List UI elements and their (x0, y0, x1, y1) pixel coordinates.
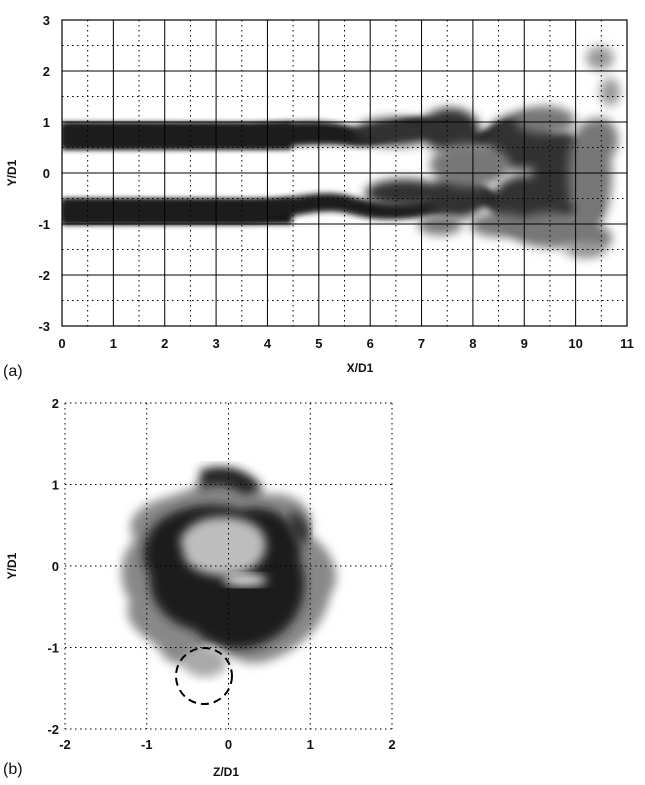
y-tick-label: -1 (38, 217, 50, 232)
x-tick-label: 3 (212, 336, 219, 351)
y-tick-label: 1 (52, 478, 59, 493)
x-tick-label: 9 (521, 336, 528, 351)
panel-a: 0 1 2 3 4 5 6 7 8 9 10 11 -3 -2 -1 0 1 2 3 X/D1 Y/D1 (a) (3, 13, 634, 380)
x-tick-label: 8 (469, 336, 476, 351)
x-tick-label: 10 (568, 336, 582, 351)
panel-b: -2 -1 0 1 2 -2 -1 0 1 2 Z/D1 Y/D1 (b) (3, 396, 396, 779)
x-tick-label: 4 (264, 336, 272, 351)
x-tick-label: 1 (110, 336, 117, 351)
y-tick-label: 0 (52, 559, 59, 574)
y-tick-label: 3 (43, 13, 50, 28)
y-tick-label: -2 (38, 268, 50, 283)
x-tick-label: 1 (307, 737, 314, 752)
y-tick-label: 2 (52, 396, 59, 411)
x-tick-label: 11 (620, 336, 634, 351)
x-tick-label: 0 (225, 737, 232, 752)
panel-b-y-axis-label: Y/D1 (5, 552, 19, 579)
panel-a-x-ticks: 0 1 2 3 4 5 6 7 8 9 10 11 (58, 336, 633, 351)
x-tick-label: 6 (367, 336, 374, 351)
x-tick-label: 5 (315, 336, 322, 351)
panel-b-label: (b) (3, 761, 23, 778)
panel-b-y-ticks: -2 -1 0 1 2 (47, 396, 59, 737)
y-tick-label: -1 (47, 641, 59, 656)
x-tick-label: 2 (388, 737, 395, 752)
panel-a-concentration-field (62, 46, 620, 258)
panel-a-y-axis-label: Y/D1 (5, 159, 19, 186)
x-tick-label: -2 (59, 737, 71, 752)
y-tick-label: 1 (43, 115, 50, 130)
vortex-inner-core (180, 516, 266, 576)
dashed-circle-annotation (174, 647, 233, 706)
x-tick-label: 0 (58, 336, 65, 351)
y-tick-label: 2 (43, 64, 50, 79)
panel-b-x-ticks: -2 -1 0 1 2 (59, 737, 395, 752)
panel-b-x-axis-label: Z/D1 (213, 765, 239, 779)
panel-a-frame (61, 19, 628, 327)
y-tick-label: -3 (38, 319, 50, 334)
x-tick-label: -1 (141, 737, 153, 752)
panel-a-y-ticks: -3 -2 -1 0 1 2 3 (38, 13, 50, 334)
y-tick-label: 0 (43, 166, 50, 181)
panel-a-grid (62, 20, 627, 326)
x-tick-label: 7 (418, 336, 425, 351)
y-tick-label: -2 (47, 722, 59, 737)
x-tick-label: 2 (161, 336, 168, 351)
panel-a-x-axis-label: X/D1 (347, 361, 374, 375)
panel-a-label: (a) (3, 363, 23, 380)
